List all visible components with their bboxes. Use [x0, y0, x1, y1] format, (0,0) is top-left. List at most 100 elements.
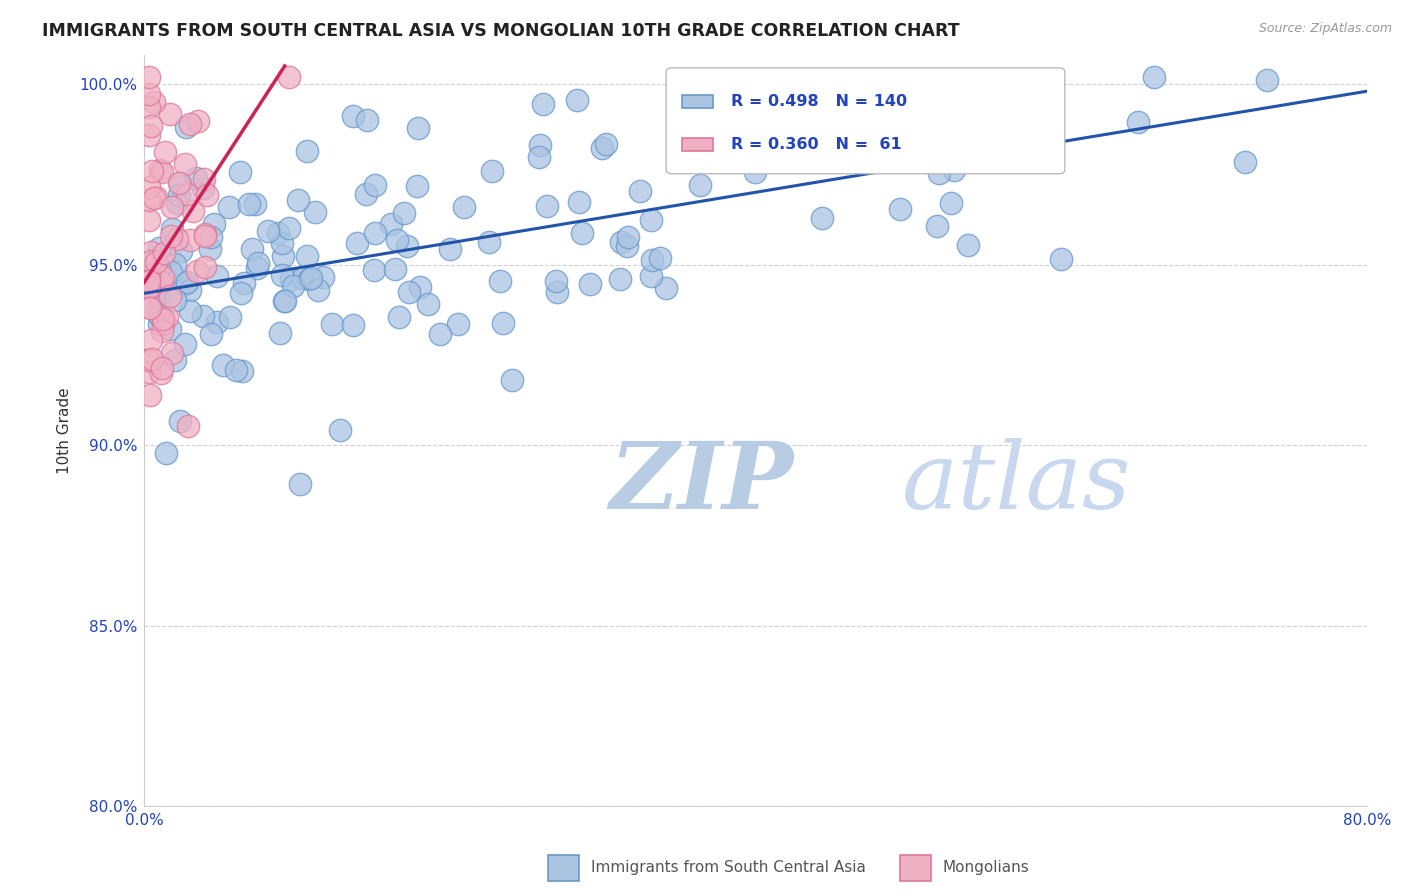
Point: [266, 226, 288, 240]
Point: [179, 234, 201, 248]
Point: [194, 229, 217, 244]
Point: [165, 257, 187, 271]
Point: [138, 128, 160, 142]
Point: [243, 197, 266, 211]
Point: [138, 272, 160, 286]
Point: [544, 274, 567, 288]
Point: [169, 176, 191, 190]
Point: [167, 176, 190, 190]
Point: [655, 281, 678, 295]
Point: [478, 235, 501, 249]
Point: [571, 226, 593, 240]
Point: [145, 255, 167, 269]
Point: [650, 251, 672, 265]
Point: [174, 120, 197, 134]
Point: [138, 388, 160, 402]
Point: [139, 120, 162, 134]
Point: [380, 217, 402, 231]
Point: [169, 244, 191, 259]
Point: [205, 315, 228, 329]
Point: [148, 307, 170, 321]
Point: [225, 363, 247, 377]
Point: [628, 184, 651, 198]
Point: [501, 373, 523, 387]
Text: ZIP: ZIP: [609, 438, 793, 528]
Point: [405, 178, 427, 193]
Point: [138, 300, 160, 314]
Point: [194, 227, 217, 241]
Point: [173, 337, 195, 351]
Point: [364, 226, 387, 240]
Point: [280, 271, 302, 285]
Text: IMMIGRANTS FROM SOUTH CENTRAL ASIA VS MONGOLIAN 10TH GRADE CORRELATION CHART: IMMIGRANTS FROM SOUTH CENTRAL ASIA VS MO…: [42, 22, 960, 40]
Point: [295, 144, 318, 158]
Point: [928, 165, 950, 179]
Point: [148, 242, 170, 256]
Point: [138, 274, 160, 288]
Point: [271, 268, 294, 282]
Point: [152, 317, 174, 331]
Point: [257, 224, 280, 238]
Point: [149, 275, 172, 289]
Point: [278, 70, 301, 84]
Point: [186, 171, 208, 186]
Point: [139, 253, 162, 268]
Point: [529, 137, 551, 152]
Point: [943, 162, 966, 177]
Point: [141, 164, 163, 178]
Point: [179, 283, 201, 297]
Point: [138, 268, 160, 283]
Point: [429, 327, 451, 342]
Point: [489, 274, 512, 288]
Point: [1017, 120, 1039, 135]
Point: [247, 255, 270, 269]
Point: [565, 93, 588, 107]
Point: [342, 109, 364, 123]
Point: [179, 117, 201, 131]
Point: [231, 364, 253, 378]
Point: [927, 219, 949, 233]
Point: [177, 419, 200, 434]
Point: [148, 285, 170, 300]
Point: [155, 446, 177, 460]
Point: [546, 285, 568, 300]
Point: [187, 113, 209, 128]
Point: [152, 270, 174, 285]
Point: [531, 97, 554, 112]
Text: R = 0.360   N =  61: R = 0.360 N = 61: [731, 137, 901, 152]
Bar: [682, 138, 713, 151]
Point: [273, 293, 295, 308]
Point: [363, 263, 385, 277]
Point: [238, 197, 260, 211]
Point: [889, 202, 911, 216]
Point: [174, 277, 197, 291]
Point: [233, 276, 256, 290]
Point: [1256, 73, 1278, 87]
Point: [153, 145, 176, 160]
Point: [191, 181, 214, 195]
Point: [273, 294, 295, 309]
Point: [231, 285, 253, 300]
Point: [356, 112, 378, 127]
Point: [160, 229, 183, 244]
Point: [205, 269, 228, 284]
Point: [640, 213, 662, 227]
Point: [193, 172, 215, 186]
Point: [179, 303, 201, 318]
Point: [388, 310, 411, 325]
Point: [163, 293, 186, 308]
Point: [149, 163, 172, 178]
Point: [287, 194, 309, 208]
Point: [152, 361, 174, 376]
Point: [160, 265, 183, 279]
Point: [166, 196, 188, 211]
Point: [398, 285, 420, 299]
Point: [406, 121, 429, 136]
Bar: [682, 95, 713, 108]
Point: [527, 150, 550, 164]
Point: [160, 222, 183, 236]
Point: [246, 260, 269, 275]
Point: [186, 264, 208, 278]
Point: [591, 141, 613, 155]
Point: [1126, 115, 1149, 129]
